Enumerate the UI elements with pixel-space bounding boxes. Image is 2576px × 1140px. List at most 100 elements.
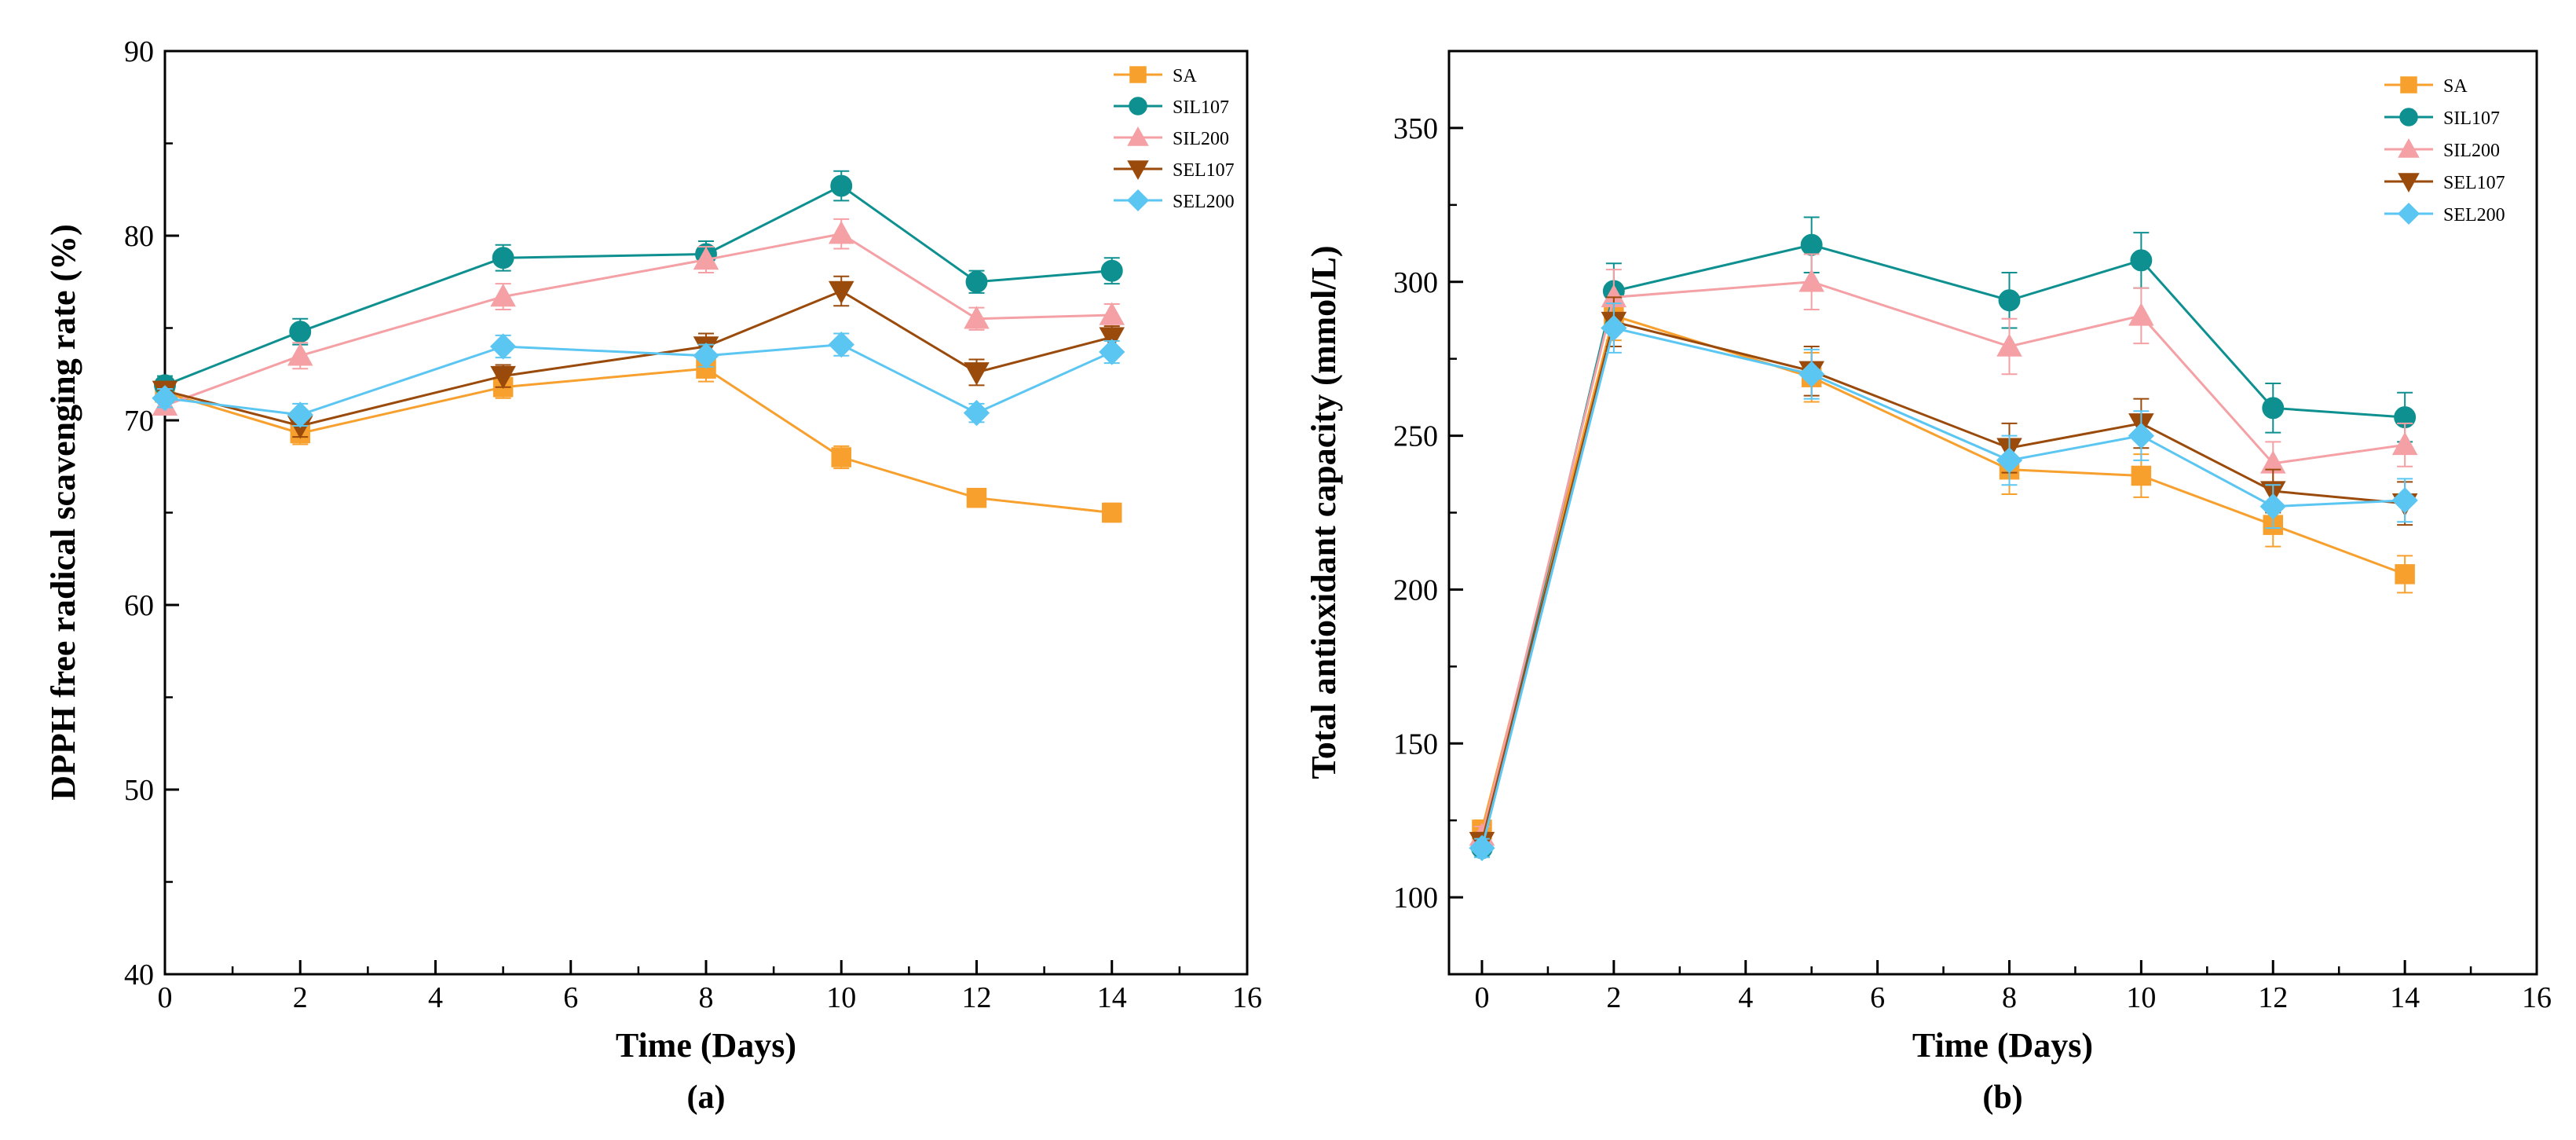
series-line-sa: [1480, 313, 2406, 830]
y-tick-label: 40: [124, 959, 154, 992]
panel-a-x-axis-title: Time (Days): [616, 1026, 796, 1065]
data-point-sel107: [964, 362, 990, 386]
data-point-sel200: [2259, 493, 2286, 520]
y-tick-label: 70: [124, 405, 154, 438]
data-point-sel200: [2391, 487, 2418, 514]
x-tick-label: 16: [1232, 981, 1262, 1014]
data-point-sa: [2395, 564, 2415, 585]
x-tick-label: 2: [293, 981, 308, 1014]
y-tick-label: 150: [1393, 728, 1438, 761]
data-point-sa: [831, 447, 851, 467]
x-tick-label: 14: [2390, 981, 2420, 1014]
legend-marker-sil107: [1129, 97, 1147, 115]
data-point-sil107: [830, 174, 853, 197]
panel-a-x-tick-labels: 0 2 4 6 8 10 12 14 16: [158, 981, 1263, 1014]
y-tick-label: 100: [1393, 882, 1438, 915]
data-point-sa: [2131, 465, 2152, 486]
panel-a-y-axis-title: DPPH free radical scavenging rate (%): [44, 224, 82, 801]
y-tick-label: 200: [1393, 574, 1438, 607]
legend-label-sa: SA: [1173, 66, 1197, 86]
x-tick-label: 12: [962, 981, 992, 1014]
data-point-sil107: [1998, 289, 2021, 312]
legend-item-sa: SA: [2384, 76, 2468, 97]
data-point-sa: [1102, 502, 1122, 523]
data-point-sel107: [828, 280, 854, 305]
panel-a-y-tick-labels: 40 50 60 70 80 90: [124, 35, 154, 992]
x-tick-label: 4: [428, 981, 443, 1014]
data-point-sel200: [287, 401, 313, 428]
data-point-sel200: [693, 343, 719, 369]
x-tick-label: 10: [826, 981, 856, 1014]
panel-b-x-tick-labels: 0 2 4 6 8 10 12 14 16: [1474, 981, 2552, 1014]
data-point-sel200: [1798, 361, 1825, 387]
series-sel200: [152, 331, 1125, 428]
x-tick-label: 6: [563, 981, 578, 1014]
x-tick-label: 4: [1738, 981, 1753, 1014]
series-sil200: [1469, 253, 2418, 846]
series-sel200: [1469, 302, 2418, 862]
x-tick-label: 8: [2002, 981, 2017, 1014]
data-point-sil200: [2128, 302, 2154, 326]
data-point-sil107: [2130, 249, 2153, 272]
y-tick-label: 350: [1393, 112, 1438, 145]
x-tick-label: 12: [2258, 981, 2288, 1014]
panel-b: 0 2 4 6 8 10 12 14 16 100 150 200 250 300 350 Time (D…: [1304, 49, 2552, 1116]
legend-label-sil107: SIL107: [2443, 108, 2500, 129]
legend-marker-sil107: [2399, 108, 2418, 126]
x-tick-label: 0: [1474, 981, 1489, 1014]
data-point-sil200: [287, 343, 313, 366]
data-point-sel200: [1601, 314, 1627, 342]
legend-marker-sel200: [1126, 189, 1150, 212]
data-point-sel200: [1099, 339, 1125, 365]
x-tick-label: 2: [1606, 981, 1621, 1014]
legend-item-sel200: SEL200: [1114, 189, 1235, 212]
legend-item-sel107: SEL107: [2384, 173, 2505, 193]
data-point-sil200: [964, 306, 990, 329]
panel-a-series: [152, 170, 1125, 523]
data-point-sel107: [1099, 327, 1125, 350]
data-point-sil200: [490, 284, 516, 307]
legend-item-sil200: SIL200: [2384, 137, 2500, 161]
panel-b-y-tick-labels: 100 150 200 250 300 350: [1393, 112, 1438, 915]
data-point-sil200: [2391, 431, 2418, 456]
data-point-sel200: [828, 331, 854, 358]
legend-label-sa: SA: [2443, 76, 2468, 97]
panel-a-plot-frame: [163, 49, 1249, 976]
legend-label-sil200: SIL200: [2443, 141, 2500, 161]
data-point-sil107: [492, 247, 514, 269]
y-tick-label: 300: [1393, 266, 1438, 299]
data-point-sil200: [693, 247, 719, 270]
legend-item-sil107: SIL107: [1114, 97, 1229, 118]
panel-b-label: (b): [1982, 1080, 2022, 1116]
y-tick-label: 60: [124, 589, 154, 622]
legend-marker-sil200: [1127, 126, 1149, 146]
data-point-sa: [966, 487, 987, 508]
x-tick-label: 0: [158, 981, 173, 1014]
data-point-sil200: [1099, 302, 1125, 325]
data-point-sel200: [963, 399, 990, 427]
panel-b-tick-marks: [1449, 126, 2538, 974]
legend-item-sil107: SIL107: [2384, 108, 2500, 129]
panel-b-legend: SA SIL107 SIL200 SEL107 SEL200: [2384, 76, 2505, 225]
legend-label-sel107: SEL107: [1173, 160, 1235, 181]
data-point-sil107: [1800, 233, 1823, 256]
legend-item-sil200: SIL200: [1114, 126, 1229, 149]
x-tick-label: 14: [1097, 981, 1127, 1014]
series-sa: [1472, 290, 2415, 840]
series-sel107: [1469, 296, 2418, 856]
legend-label-sil200: SIL200: [1173, 129, 1229, 149]
y-tick-label: 50: [124, 774, 154, 807]
data-point-sel200: [2128, 422, 2155, 449]
data-point-sil107: [289, 321, 312, 343]
panel-a-tick-marks: [163, 49, 1249, 976]
data-point-sil200: [1798, 269, 1824, 292]
x-tick-label: 8: [699, 981, 714, 1014]
data-point-sel200: [1469, 834, 1495, 862]
panel-b-y-axis-title: Total antioxidant capacity (mmol/L): [1304, 245, 1343, 779]
legend-marker-sa: [2400, 76, 2417, 93]
panel-a-label: (a): [687, 1080, 726, 1116]
y-tick-label: 250: [1393, 420, 1438, 453]
legend-marker-sil200: [2398, 137, 2420, 158]
data-point-sil200: [1996, 333, 2022, 357]
